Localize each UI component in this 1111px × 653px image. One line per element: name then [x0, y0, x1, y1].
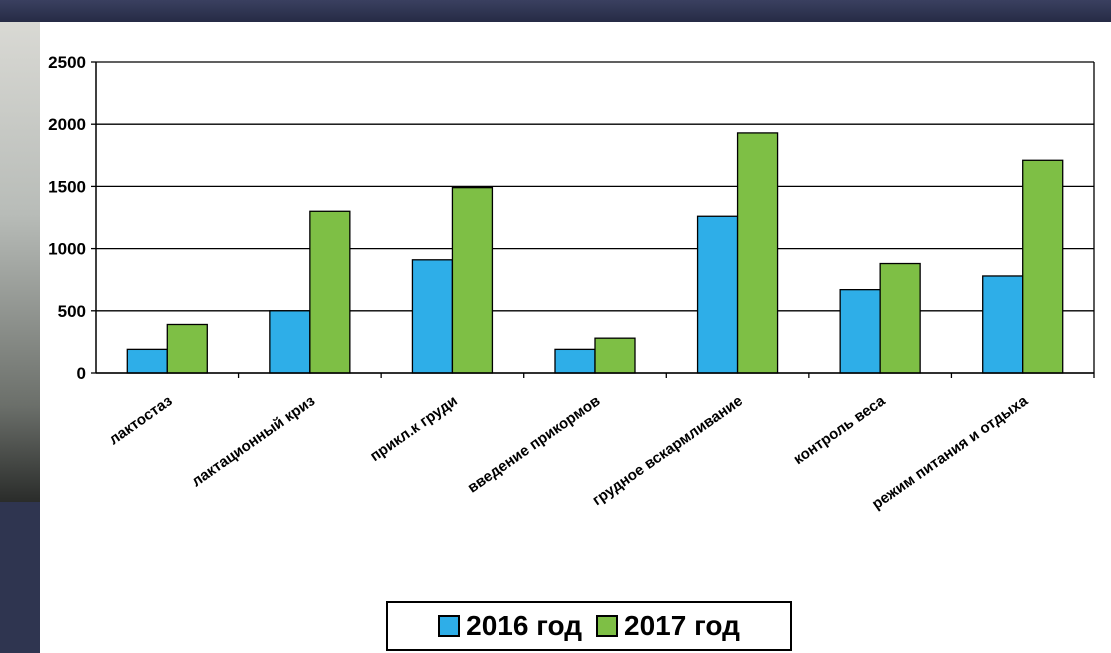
- y-tick-label: 1000: [48, 240, 86, 259]
- category-labels: лактостаз лактационный криз прикл.к груди в…: [106, 392, 1032, 513]
- slide-top-band: [0, 0, 1111, 22]
- chart-panel: 0 500 1000 1500 2000 2500 лактостаз лактационн…: [40, 22, 1111, 653]
- bar-2017: [166, 323, 208, 374]
- bar-2016: [839, 289, 881, 374]
- bar-2016: [269, 310, 311, 374]
- category-label: лактостаз: [106, 392, 176, 448]
- category-label: контроль веса: [790, 392, 889, 468]
- bar-2016: [696, 215, 739, 374]
- bar-chart: 0 500 1000 1500 2000 2500 лактостаз лактационн…: [48, 53, 1095, 513]
- y-tick-labels: 0 500 1000 1500 2000 2500: [48, 53, 86, 383]
- legend-label-2016: 2016 год: [466, 610, 582, 641]
- y-tick-label: 2000: [48, 115, 86, 134]
- bar-2016: [411, 259, 454, 374]
- background-photo-strip: [0, 22, 40, 502]
- bar-2016: [982, 275, 1024, 374]
- axes: [95, 62, 1095, 378]
- bar-2017: [451, 186, 494, 374]
- y-tick-label: 500: [58, 302, 86, 321]
- bar-2016: [554, 348, 596, 374]
- legend-label-2017: 2017 год: [624, 610, 740, 641]
- category-label: режим питания и отдыха: [869, 392, 1032, 513]
- bar-2017: [594, 337, 636, 374]
- bar-2017: [736, 132, 779, 374]
- bar-2017: [309, 210, 351, 374]
- category-label: прикл.к груди: [367, 392, 461, 465]
- category-label: введение прикормов: [465, 392, 604, 496]
- bar-2017: [1022, 159, 1064, 374]
- legend-item-2017: 2017 год: [596, 610, 740, 642]
- y-tick-label: 2500: [48, 53, 86, 72]
- category-label: грудное вскармливание: [589, 392, 746, 509]
- bar-2017: [879, 262, 921, 374]
- bar-2016: [126, 348, 168, 374]
- chart-legend: 2016 год 2017 год: [386, 601, 792, 651]
- y-tick-label: 0: [77, 364, 86, 383]
- grid-lines: [91, 61, 1094, 374]
- legend-swatch-2016: [438, 615, 461, 637]
- y-tick-label: 1500: [48, 177, 86, 196]
- legend-item-2016: 2016 год: [438, 610, 582, 642]
- legend-swatch-2017: [596, 615, 618, 637]
- category-label: лактационный криз: [189, 392, 319, 490]
- bars: [126, 132, 1064, 374]
